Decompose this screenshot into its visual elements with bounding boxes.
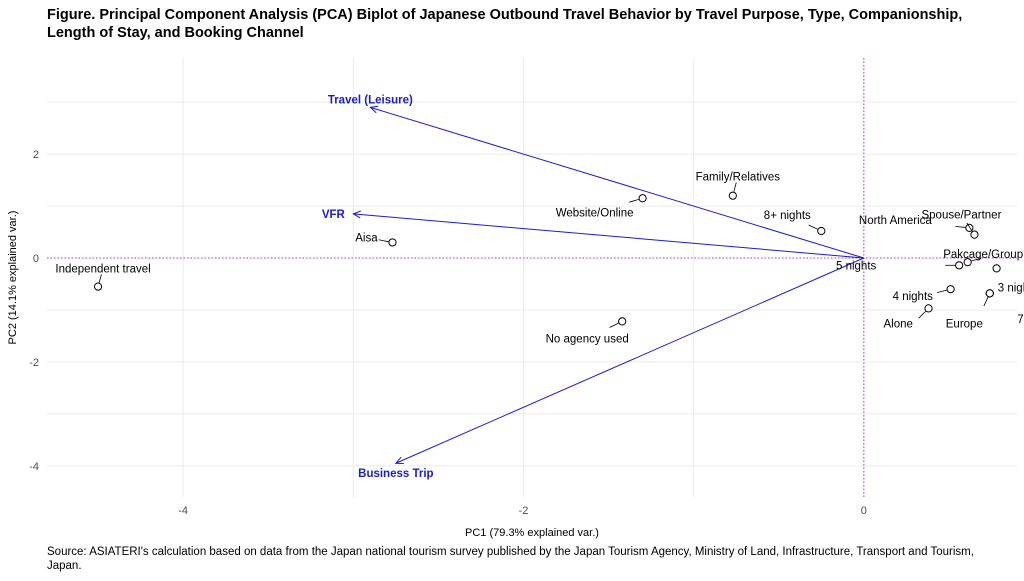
- vector-arrowhead: [394, 456, 404, 465]
- label-leader-line: [966, 222, 973, 232]
- label-leader-line: [733, 182, 737, 192]
- vector-line: [395, 257, 865, 464]
- point-label: Family/Relatives: [696, 172, 781, 184]
- label-leader-line: [918, 310, 926, 319]
- label-leader-line: [98, 274, 102, 283]
- x-axis-label: PC1 (79.3% explained var.): [465, 527, 599, 539]
- point-label: 5 nights: [836, 260, 877, 272]
- vector-label: Business Trip: [358, 468, 433, 480]
- point-label: Spouse/Partner: [921, 210, 1001, 222]
- data-point: [970, 230, 979, 239]
- point-label: Independent travel: [55, 264, 150, 276]
- data-point: [992, 264, 1001, 273]
- label-leader-line: [983, 296, 989, 307]
- label-leader-line: [936, 289, 947, 293]
- point-label: Website/Online: [556, 207, 634, 219]
- label-leader-line: [609, 322, 619, 328]
- vector-arrowhead: [352, 210, 361, 219]
- label-leader-line: [378, 239, 389, 243]
- y-tick-label: 0: [33, 253, 39, 265]
- loading-vectors: Travel (Leisure) VFR Business Trip: [322, 94, 865, 480]
- data-point: [924, 304, 933, 313]
- data-point: [93, 282, 103, 291]
- point-label: Alone: [884, 318, 913, 330]
- data-point: [618, 317, 627, 326]
- x-tick-label: -2: [519, 505, 529, 517]
- data-point: [388, 238, 397, 247]
- point-label: No agency used: [546, 333, 629, 345]
- label-leader-line: [629, 199, 639, 203]
- reference-lines: [47, 58, 1017, 497]
- chart-title: Figure. Principal Component Analysis (PC…: [47, 7, 963, 41]
- tick-labels: -4 -2 0 -4 -2 0 2: [29, 149, 867, 517]
- data-point: [946, 285, 955, 294]
- point-label: 7 nights: [1017, 314, 1024, 326]
- vector-arrowhead: [369, 105, 379, 114]
- point-label: 4 nights: [893, 291, 934, 303]
- y-tick-label: -4: [29, 461, 39, 473]
- data-point: [955, 261, 964, 270]
- source-note: Source: ASIATERI's calculation based on …: [47, 546, 974, 572]
- point-label: North America: [859, 215, 932, 227]
- data-point: [817, 226, 826, 236]
- vector-line: [370, 106, 864, 259]
- gridlines: [47, 58, 1017, 497]
- y-tick-label: 2: [33, 149, 39, 161]
- vector-line: [353, 213, 864, 259]
- data-point: [985, 289, 994, 298]
- point-label: Pakcage/Group tour: [943, 249, 1024, 261]
- x-tick-label: 0: [861, 505, 867, 517]
- data-points: Independent travel Aisa No agency used Webs…: [55, 172, 1024, 346]
- vector-label: Travel (Leisure): [328, 94, 413, 106]
- point-label: 8+ nights: [764, 210, 811, 222]
- y-tick-label: -2: [29, 357, 39, 369]
- label-leader-line: [808, 224, 818, 230]
- data-point: [728, 191, 737, 200]
- point-label: 3 nights: [998, 282, 1024, 294]
- data-point: [963, 258, 972, 267]
- vector-label: VFR: [322, 209, 346, 221]
- point-label: Aisa: [355, 232, 378, 244]
- x-tick-label: -4: [178, 505, 188, 517]
- data-point: [638, 194, 647, 203]
- label-leader-line: [971, 257, 982, 262]
- label-leader-line: [955, 225, 966, 228]
- y-axis-label: PC2 (14.1% explained var.): [7, 211, 19, 345]
- point-label: Europe: [946, 318, 983, 330]
